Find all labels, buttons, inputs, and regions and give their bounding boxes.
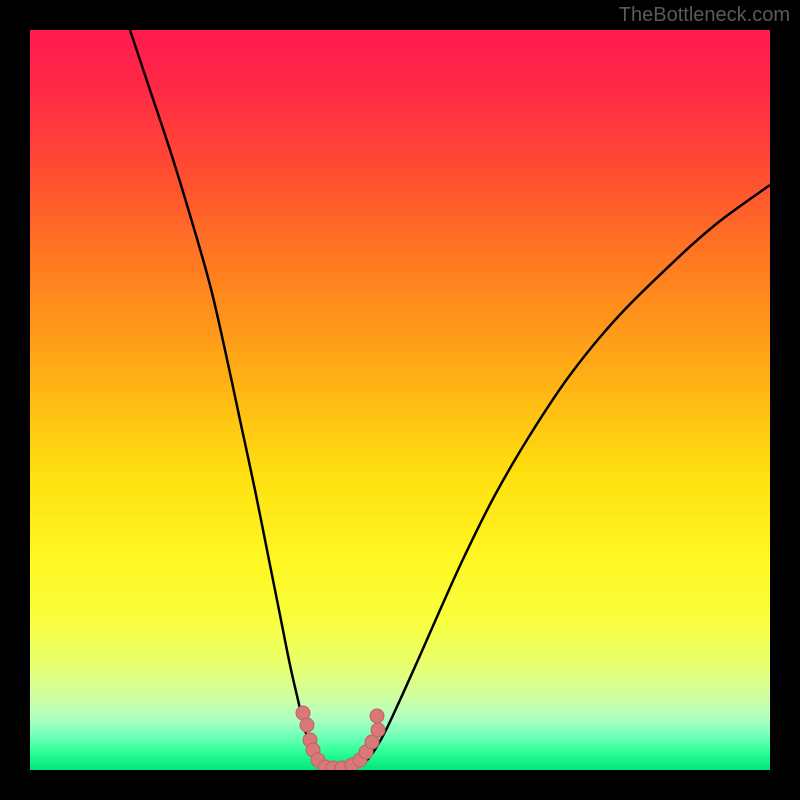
marker-point xyxy=(370,709,384,723)
watermark-text: TheBottleneck.com xyxy=(619,4,790,27)
curve-right xyxy=(360,185,770,765)
marker-point xyxy=(300,718,314,732)
marker-point xyxy=(371,723,385,737)
chart-svg-layer xyxy=(30,30,770,770)
curve-left xyxy=(130,30,328,765)
chart-plot-area xyxy=(30,30,770,770)
marker-group xyxy=(296,706,385,770)
